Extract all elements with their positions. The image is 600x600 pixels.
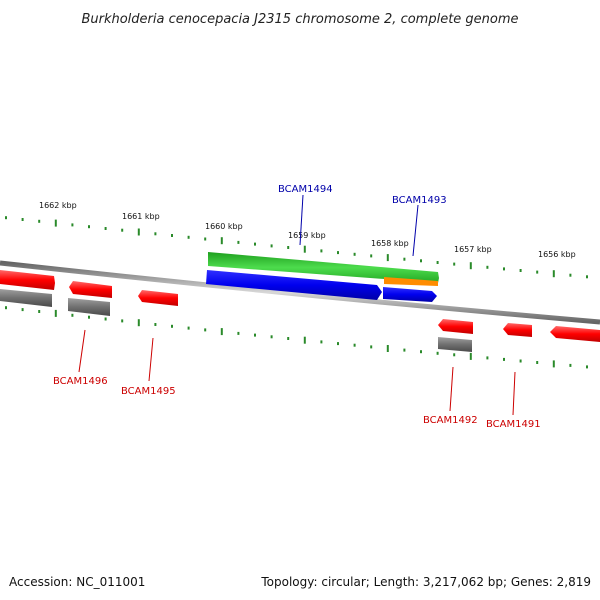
leader-bcam1495 <box>148 337 154 382</box>
label-bcam1495[interactable]: BCAM1495 <box>121 386 176 397</box>
ruler-ticks-lower <box>5 306 588 369</box>
cds-bcam1491[interactable] <box>503 323 532 337</box>
ruler-label-1661: 1661 kbp <box>122 212 160 221</box>
leader-bcam1496 <box>78 329 86 373</box>
gene-feature-left-red[interactable] <box>0 270 55 290</box>
leader-bcam1491 <box>512 371 516 416</box>
cds-bcam1496[interactable] <box>69 281 112 298</box>
gene-bcam1492[interactable] <box>438 337 472 352</box>
ruler-label-1662: 1662 kbp <box>39 201 77 210</box>
ruler-label-1659: 1659 kbp <box>288 231 326 240</box>
forward-strand-features <box>0 252 439 302</box>
reverse-strand-features <box>0 281 600 352</box>
cds-bcam1492[interactable] <box>438 319 473 334</box>
leader-bcam1493 <box>412 204 419 257</box>
footer-summary: Topology: circular; Length: 3,217,062 bp… <box>260 575 591 589</box>
label-bcam1496[interactable]: BCAM1496 <box>53 376 108 387</box>
label-bcam1491[interactable]: BCAM1491 <box>486 419 541 430</box>
cds-bcam1494[interactable] <box>206 270 382 300</box>
orange-feature[interactable] <box>384 277 438 286</box>
label-bcam1493[interactable]: BCAM1493 <box>392 195 447 206</box>
ruler-ticks-upper <box>5 216 588 279</box>
leader-bcam1492 <box>449 366 454 412</box>
ruler-label-1660: 1660 kbp <box>205 222 243 231</box>
label-leaders <box>78 194 516 416</box>
gene-feature-left-grey[interactable] <box>0 289 52 307</box>
ruler-label-1657: 1657 kbp <box>454 245 492 254</box>
cds-bcam1495[interactable] <box>138 290 178 306</box>
map-title: Burkholderia cenocepacia J2315 chromosom… <box>81 12 518 27</box>
label-bcam1492[interactable]: BCAM1492 <box>423 415 478 426</box>
gene-labels: BCAM1494 BCAM1493 BCAM1496 BCAM1495 BCAM… <box>53 184 541 430</box>
cds-right-edge[interactable] <box>550 326 600 342</box>
genome-backbone <box>0 260 600 325</box>
ruler-label-1658: 1658 kbp <box>371 239 409 248</box>
ruler-labels: 1662 kbp 1661 kbp 1660 kbp 1659 kbp 1658… <box>39 201 576 259</box>
footer-accession: Accession: NC_011001 <box>9 575 145 589</box>
cds-bcam1493[interactable] <box>383 287 437 302</box>
gene-bcam1494[interactable] <box>208 252 439 283</box>
gene-bcam1496[interactable] <box>68 298 110 316</box>
label-bcam1494[interactable]: BCAM1494 <box>278 184 333 195</box>
leader-bcam1494 <box>299 194 304 246</box>
ruler-label-1656: 1656 kbp <box>538 250 576 259</box>
